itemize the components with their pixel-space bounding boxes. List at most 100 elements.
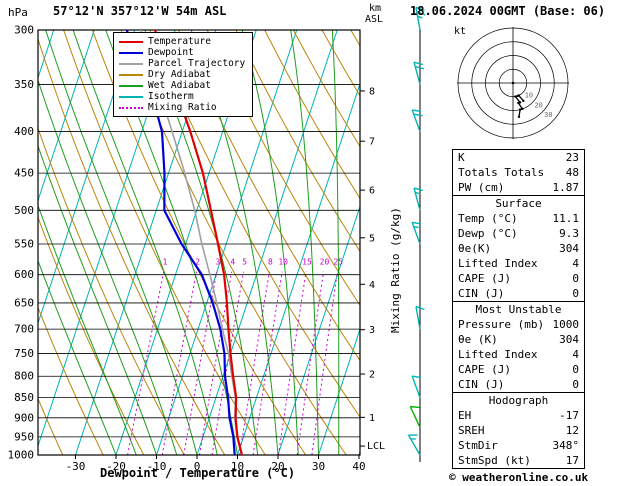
stat-value: 0 (572, 363, 579, 376)
stat-row: CAPE (J) 0 (453, 271, 584, 286)
hodograph-unit-label: kt (454, 26, 467, 37)
stat-value: 12 (565, 424, 579, 437)
stat-row: SREH 12 (453, 423, 584, 438)
svg-text:650: 650 (14, 296, 34, 309)
stat-label: CIN (J) (458, 378, 505, 391)
svg-text:6: 6 (369, 186, 375, 197)
dewpoint-curve (125, 30, 236, 455)
stat-row: Pressure (mb) 1000 (453, 317, 584, 332)
stats-section-surface: Surface Temp (°C) 11.1 Dewp (°C) 9.3 θe(… (453, 195, 584, 301)
stat-value: 4 (572, 257, 579, 270)
svg-text:25: 25 (333, 258, 343, 267)
svg-text:10: 10 (231, 460, 244, 473)
svg-text:3: 3 (369, 325, 375, 336)
stat-value: 0 (572, 378, 579, 391)
svg-text:350: 350 (14, 78, 34, 91)
stat-label: EH (458, 409, 472, 422)
stat-label: Dewp (°C) (458, 227, 518, 240)
svg-text:5: 5 (369, 233, 375, 244)
stat-row: CIN (J) 0 (453, 286, 584, 301)
legend-label: Dry Adiabat (148, 69, 211, 80)
svg-text:8: 8 (369, 86, 375, 97)
pressure-unit-label: hPa (8, 6, 28, 19)
svg-text:950: 950 (14, 430, 34, 443)
svg-text:10: 10 (525, 92, 533, 100)
svg-text:550: 550 (14, 237, 34, 250)
stat-value: -17 (559, 409, 579, 422)
svg-text:3: 3 (215, 258, 220, 267)
section-title: Hodograph (488, 394, 549, 407)
sounding-profiles (125, 30, 244, 455)
legend-label: Dewpoint (148, 47, 194, 58)
stat-value: 17 (565, 454, 579, 467)
legend-item-isotherm: Isotherm (119, 91, 245, 102)
stat-label: Totals Totals (458, 166, 545, 179)
stats-section-most-unstable: Most Unstable Pressure (mb) 1000 θe (K) … (453, 301, 584, 392)
legend-item-dry-adiabat: Dry Adiabat (119, 69, 245, 80)
wet-adiabat-line-swatch (119, 84, 143, 87)
svg-text:1: 1 (369, 413, 375, 424)
svg-text:4: 4 (369, 280, 375, 291)
svg-text:900: 900 (14, 411, 34, 424)
stat-value: 11.1 (552, 212, 580, 225)
dewpoint-line-swatch (119, 51, 143, 54)
section-title: Most Unstable (475, 303, 562, 316)
stat-row: PW (cm) 1.87 (453, 180, 584, 195)
stat-row: Lifted Index 4 (453, 347, 584, 362)
wind-barbs (407, 6, 426, 462)
stat-value: 1000 (552, 318, 580, 331)
altitude-axis: 8 7 6 5 4 3 2 1 LCL (360, 86, 385, 452)
legend-label: Temperature (148, 36, 211, 47)
legend-label: Parcel Trajectory (148, 58, 246, 69)
stat-value: 1.87 (552, 181, 580, 194)
dry-adiabat-line-swatch (119, 73, 143, 76)
svg-text:10: 10 (278, 258, 288, 267)
x-axis-label: Dewpoint / Temperature (°C) (100, 466, 296, 480)
stat-row: Totals Totals 48 (453, 165, 584, 180)
stat-row: StmDir 348° (453, 438, 584, 453)
stat-label: SREH (458, 424, 485, 437)
stat-label: Pressure (mb) (458, 318, 545, 331)
stat-value: 9.3 (559, 227, 579, 240)
legend-item-dewpoint: Dewpoint (119, 47, 245, 58)
stat-row: CAPE (J) 0 (453, 362, 584, 377)
svg-text:4: 4 (230, 258, 235, 267)
svg-text:450: 450 (14, 167, 34, 180)
svg-text:-20: -20 (106, 460, 126, 473)
stat-label: StmDir (458, 439, 498, 452)
svg-text:2: 2 (369, 370, 375, 381)
legend-item-temperature: Temperature (119, 36, 245, 47)
svg-text:2: 2 (195, 258, 200, 267)
temperature-curve (153, 30, 244, 455)
svg-text:40: 40 (352, 460, 365, 473)
stat-label: PW (cm) (458, 181, 505, 194)
stat-row: Lifted Index 4 (453, 256, 584, 271)
svg-text:-10: -10 (147, 460, 167, 473)
temperature-line-swatch (119, 40, 143, 43)
stat-value: 304 (559, 242, 579, 255)
svg-text:400: 400 (14, 125, 34, 138)
stats-table: K 23 Totals Totals 48 PW (cm) 1.87 Surfa… (452, 149, 585, 469)
stat-row: θe (K) 304 (453, 332, 584, 347)
parcel-line-swatch (119, 62, 143, 65)
stat-row: K 23 (453, 150, 584, 165)
stat-value: 48 (565, 166, 579, 179)
svg-text:8: 8 (268, 258, 273, 267)
stat-value: 0 (572, 287, 579, 300)
datetime-title: 18.06.2024 00GMT (Base: 06) (410, 4, 606, 18)
mixing-ratio-line-swatch (119, 106, 143, 109)
legend-item-wet-adiabat: Wet Adiabat (119, 80, 245, 91)
svg-text:1: 1 (163, 258, 168, 267)
station-title: 57°12'N 357°12'W 54m ASL (53, 4, 227, 18)
stat-value: 348° (552, 439, 580, 452)
altitude-unit-km: km (369, 3, 382, 14)
svg-text:300: 300 (14, 24, 34, 37)
stat-value: 23 (565, 151, 579, 164)
stat-label: CAPE (J) (458, 363, 511, 376)
svg-text:850: 850 (14, 391, 34, 404)
svg-text:20: 20 (271, 460, 284, 473)
svg-text:30: 30 (544, 111, 552, 119)
stat-row: CIN (J) 0 (453, 377, 584, 392)
svg-text:1000: 1000 (8, 449, 35, 462)
